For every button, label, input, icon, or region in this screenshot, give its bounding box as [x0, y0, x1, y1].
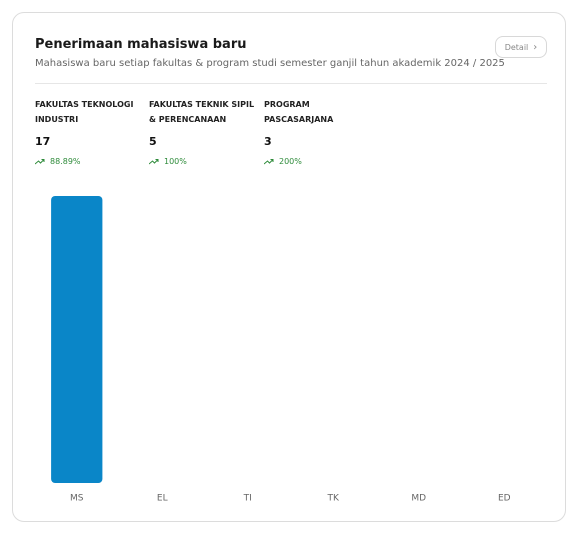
stat-value: 17 — [35, 135, 51, 148]
stat: PROGRAM PASCASARJANA 3 200% — [264, 97, 372, 166]
x-tick-label: MD — [411, 494, 426, 504]
button-label[interactable]: Detail — [504, 42, 529, 52]
x-tick-label: MS — [70, 494, 84, 504]
trend-icon — [149, 159, 159, 165]
stat: FAKULTAS TEKNIK SIPIL & PERENCANAAN 5 100% — [149, 97, 257, 166]
bar — [51, 196, 103, 483]
stat-change: 100% — [149, 157, 257, 166]
x-tick-label: TK — [327, 494, 340, 504]
stat-label: FAKULTAS TEKNIK SIPIL & PERENCANAAN — [149, 100, 255, 124]
x-tick-label: ED — [498, 494, 511, 504]
x-tick-label: TI — [243, 494, 252, 504]
stat-change: 88.89% — [35, 157, 143, 166]
card: Penerimaan mahasiswa baru Mahasiswa baru… — [12, 12, 566, 522]
stat-value: 3 — [264, 135, 272, 148]
stat-label: PROGRAM PASCASARJANA — [264, 100, 334, 124]
stat: FAKULTAS TEKNOLOGI INDUSTRI 17 88.89% — [35, 97, 143, 166]
stat-value: 5 — [149, 135, 157, 148]
stat-label: FAKULTAS TEKNOLOGI INDUSTRI — [35, 100, 134, 124]
card-title: Penerimaan mahasiswa baru — [35, 37, 247, 52]
chevron[interactable]: › — [533, 41, 538, 53]
stat-change-value: 100% — [164, 157, 187, 166]
trend-icon — [35, 159, 45, 165]
separator — [35, 83, 547, 84]
stat-change-value: 200% — [279, 157, 302, 166]
card-subtitle: Mahasiswa baru setiap fakultas & program… — [35, 58, 505, 69]
detail-button[interactable]: Detail › — [495, 36, 547, 58]
x-tick-label: EL — [157, 494, 168, 504]
stat-change: 200% — [264, 157, 372, 166]
stat-change-value: 88.89% — [50, 157, 81, 166]
trend-icon — [264, 159, 274, 165]
